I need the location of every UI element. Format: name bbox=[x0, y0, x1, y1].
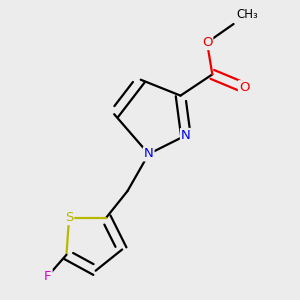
Text: F: F bbox=[44, 269, 52, 283]
Text: S: S bbox=[65, 211, 73, 224]
Text: O: O bbox=[239, 81, 249, 94]
Text: CH₃: CH₃ bbox=[236, 8, 258, 21]
Text: N: N bbox=[144, 148, 154, 160]
Text: O: O bbox=[202, 36, 212, 49]
Text: N: N bbox=[181, 129, 191, 142]
